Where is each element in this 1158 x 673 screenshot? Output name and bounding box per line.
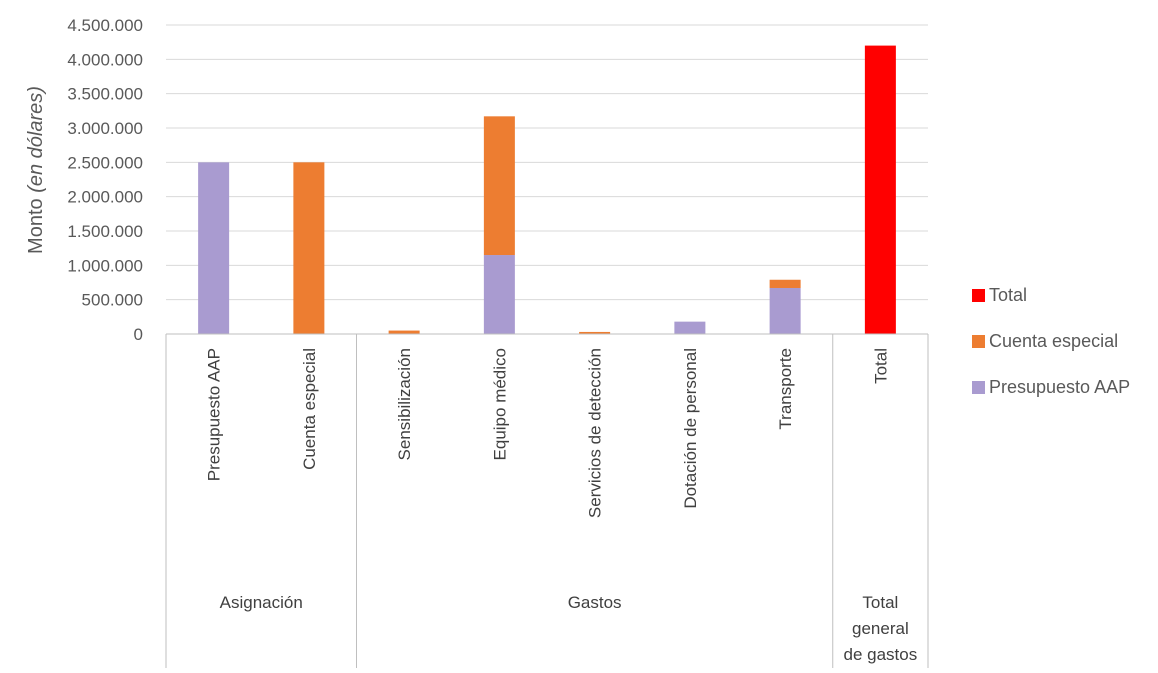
bar-segment — [388, 330, 420, 334]
legend-swatch — [972, 381, 985, 394]
legend-label: Total — [989, 285, 1027, 305]
y-tick-label: 2.000.000 — [67, 188, 143, 207]
gridlines — [166, 24, 928, 301]
legend-swatch — [972, 289, 985, 302]
y-tick-label: 3.000.000 — [67, 119, 143, 138]
x-axis-category-labels: Presupuesto AAP Cuenta especial Sensibiliz… — [205, 348, 891, 518]
bar-segment — [579, 331, 611, 334]
y-tick-label: 4.000.000 — [67, 50, 143, 69]
y-axis-label-unit: (en dólares) — [25, 86, 47, 193]
x-category-label: Total — [871, 348, 890, 384]
x-category-label: Dotación de personal — [681, 348, 700, 509]
y-axis-ticks: 0 500.000 1.000.000 1.500.000 2.000.000 2.500… — [67, 16, 143, 344]
x-axis-group-labels: Asignación Gastos Total general de gastos — [220, 593, 918, 664]
legend: Total Cuenta especial Presupuesto AAP — [972, 285, 1130, 397]
x-category-label: Servicios de detección — [586, 348, 605, 518]
bar-segment — [198, 162, 230, 334]
x-group-label: Asignación — [220, 593, 303, 612]
x-group-label-line: Total — [862, 593, 898, 612]
x-group-label: Gastos — [568, 593, 622, 612]
bar-segment — [483, 116, 515, 256]
y-tick-label: 1.000.000 — [67, 256, 143, 275]
y-axis-label-prefix: Monto — [25, 198, 47, 254]
bar-segment — [293, 162, 325, 334]
x-group-label-line: de gastos — [844, 645, 918, 664]
x-group-label-line: Asignación — [220, 593, 303, 612]
y-tick-label: 0 — [134, 325, 143, 344]
y-tick-label: 2.500.000 — [67, 153, 143, 172]
x-category-label: Sensibilización — [395, 348, 414, 460]
bar-segment — [674, 321, 706, 334]
x-category-label: Equipo médico — [490, 348, 509, 460]
legend-label: Cuenta especial — [989, 331, 1118, 351]
y-tick-label: 500.000 — [82, 291, 143, 310]
x-axis — [165, 333, 929, 668]
x-group-label-line: Gastos — [568, 593, 622, 612]
y-tick-label: 4.500.000 — [67, 16, 143, 35]
y-tick-label: 1.500.000 — [67, 222, 143, 241]
bars — [198, 45, 896, 334]
bar-segment — [483, 255, 515, 334]
legend-item: Total — [972, 285, 1027, 305]
x-group-label: Total general de gastos — [844, 593, 918, 664]
y-axis-label: Monto (en dólares) — [25, 86, 47, 254]
bar-segment — [769, 279, 801, 288]
y-tick-label: 3.500.000 — [67, 85, 143, 104]
x-category-label: Presupuesto AAP — [205, 348, 224, 481]
bar-segment — [769, 287, 801, 334]
legend-item: Presupuesto AAP — [972, 377, 1130, 397]
legend-swatch — [972, 335, 985, 348]
legend-item: Cuenta especial — [972, 331, 1118, 351]
x-category-label: Transporte — [776, 348, 795, 430]
legend-label: Presupuesto AAP — [989, 377, 1130, 397]
x-group-label-line: general — [852, 619, 909, 638]
bar-segment — [864, 45, 896, 334]
x-category-label: Cuenta especial — [300, 348, 319, 470]
